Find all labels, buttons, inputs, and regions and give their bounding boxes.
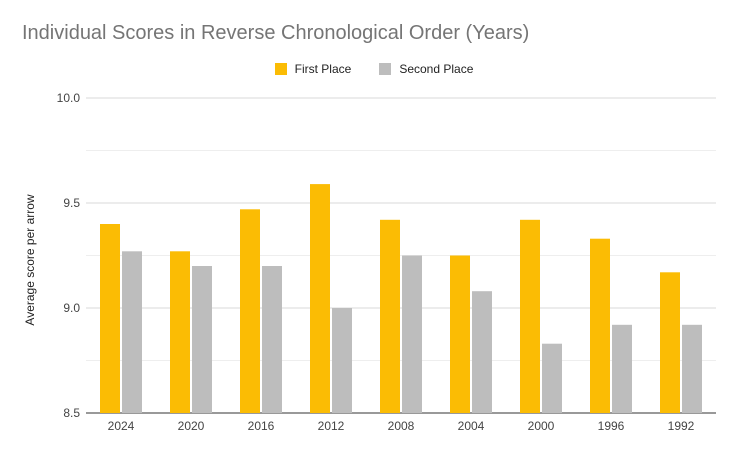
x-tick-label: 2004	[458, 419, 485, 433]
x-tick-label: 2024	[108, 419, 135, 433]
bar-second-place-2016	[262, 266, 282, 413]
x-tick-label: 2012	[318, 419, 345, 433]
x-tick-label: 2016	[248, 419, 275, 433]
bar-second-place-1996	[612, 324, 632, 413]
bar-second-place-2008	[402, 255, 422, 413]
bar-first-place-1992	[660, 272, 680, 413]
x-tick-label: 2008	[388, 419, 415, 433]
bar-first-place-2012	[310, 184, 330, 413]
x-tick-label: 1992	[668, 419, 695, 433]
bar-first-place-2004	[450, 255, 470, 413]
bar-first-place-2020	[170, 251, 190, 413]
x-tick-label: 2000	[528, 419, 555, 433]
y-tick-label: 9.0	[63, 301, 80, 315]
y-tick-label: 10.0	[57, 91, 81, 105]
bar-second-place-2012	[332, 308, 352, 413]
bar-first-place-2024	[100, 224, 120, 413]
bar-first-place-2016	[240, 209, 260, 413]
legend-item-first-place: First Place	[265, 62, 352, 76]
bar-second-place-2000	[542, 343, 562, 413]
legend-swatch-first-place	[274, 63, 287, 75]
legend-swatch-second-place	[379, 63, 392, 75]
bar-second-place-1992	[682, 324, 702, 413]
legend-label-second-place: Second Place	[399, 62, 474, 76]
bar-second-place-2004	[472, 291, 492, 413]
bar-first-place-2000	[520, 219, 540, 413]
bar-second-place-2020	[192, 266, 212, 413]
legend-item-second-place: Second Place	[369, 62, 473, 76]
chart-title: Individual Scores in Reverse Chronologic…	[22, 22, 530, 44]
bar-second-place-2024	[122, 251, 142, 413]
x-tick-label: 2020	[178, 419, 205, 433]
y-tick-label: 8.5	[63, 406, 80, 420]
legend: First Place Second Place	[0, 62, 738, 76]
x-tick-label: 1996	[598, 419, 625, 433]
legend-label-first-place: First Place	[294, 62, 352, 76]
bar-first-place-2008	[380, 219, 400, 413]
bar-first-place-1996	[590, 238, 610, 413]
y-tick-label: 9.5	[63, 196, 80, 210]
